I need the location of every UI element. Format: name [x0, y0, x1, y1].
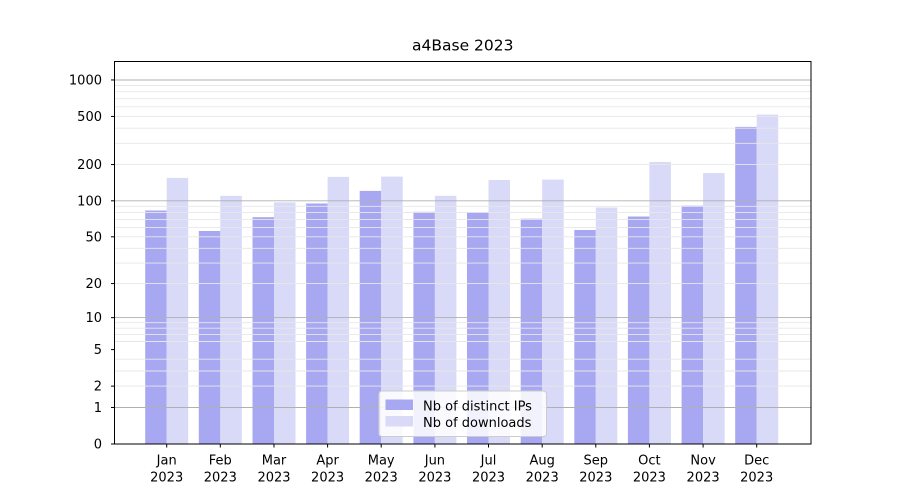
bar-nb-of-downloads-jul	[488, 180, 510, 444]
legend-label-downloads: Nb of downloads	[423, 416, 532, 431]
x-tick-label-apr: Apr 2023	[311, 454, 344, 486]
bar-nb-of-distinct-ips-apr	[306, 203, 328, 444]
y-tick-label-50: 50	[85, 230, 102, 245]
x-tick-label-dec: Dec 2023	[740, 454, 773, 486]
grid-layer	[114, 79, 811, 408]
legend-box	[378, 390, 547, 437]
y-tick-label-0: 0	[94, 438, 102, 453]
x-tick-label-nov: Nov 2023	[687, 454, 720, 486]
bar-nb-of-distinct-ips-nov	[681, 205, 704, 444]
plot-frame	[114, 61, 812, 445]
bar-nb-of-distinct-ips-jan	[145, 210, 167, 444]
y-tick-label-10: 10	[85, 311, 102, 326]
legend-swatch-downloads-icon	[385, 416, 413, 427]
bar-nb-of-downloads-sep	[595, 207, 618, 444]
x-tick-label-feb: Feb 2023	[204, 454, 237, 486]
bar-nb-of-downloads-feb	[220, 195, 242, 444]
y-tick-label-1000: 1000	[69, 74, 102, 89]
x-tick-label-aug: Aug 2023	[526, 454, 559, 486]
bar-nb-of-downloads-jan	[166, 177, 189, 444]
bar-nb-of-distinct-ips-mar	[252, 217, 274, 444]
y-tick-label-500: 500	[77, 110, 102, 125]
chart-title: a4Base 2023	[412, 37, 513, 55]
x-tick-label-jan: Jan 2023	[150, 454, 183, 486]
bar-nb-of-downloads-oct	[649, 162, 671, 444]
y-tick-label-2: 2	[94, 380, 102, 395]
bar-nb-of-distinct-ips-feb	[198, 231, 221, 444]
y-tick-label-100: 100	[77, 194, 102, 209]
x-tick-label-may: May 2023	[365, 454, 398, 486]
y-tick-label-20: 20	[85, 277, 102, 292]
x-tick-label-mar: Mar 2023	[257, 454, 290, 486]
bar-nb-of-distinct-ips-aug	[520, 218, 543, 444]
bar-nb-of-downloads-dec	[756, 114, 779, 444]
y-tick-label-5: 5	[94, 343, 102, 358]
x-tick-label-oct: Oct 2023	[633, 454, 666, 486]
legend: Nb of distinct IPs Nb of downloads	[378, 390, 547, 437]
y-tick-label-1: 1	[94, 401, 102, 416]
bar-nb-of-distinct-ips-oct	[627, 216, 650, 444]
bar-nb-of-downloads-jun	[434, 195, 457, 444]
bar-nb-of-downloads-apr	[327, 176, 350, 444]
bar-nb-of-downloads-nov	[703, 173, 725, 444]
x-tick-label-jul: Jul 2023	[472, 454, 505, 486]
ticks-layer: 0 1 2 5 10 20 50 100 200 500 1000 Jan 2023 Feb 2023 Mar…	[69, 74, 773, 486]
bar-nb-of-downloads-may	[381, 176, 403, 444]
x-tick-label-sep: Sep 2023	[579, 454, 612, 486]
bar-nb-of-distinct-ips-dec	[735, 126, 757, 445]
y-tick-label-200: 200	[77, 158, 102, 173]
bar-nb-of-distinct-ips-sep	[574, 230, 596, 444]
legend-label-distinct-ips: Nb of distinct IPs	[423, 399, 532, 414]
bar-nb-of-downloads-aug	[542, 179, 564, 444]
x-tick-label-jun: Jun 2023	[418, 454, 451, 486]
legend-swatch-distinct-ips-icon	[385, 399, 413, 410]
